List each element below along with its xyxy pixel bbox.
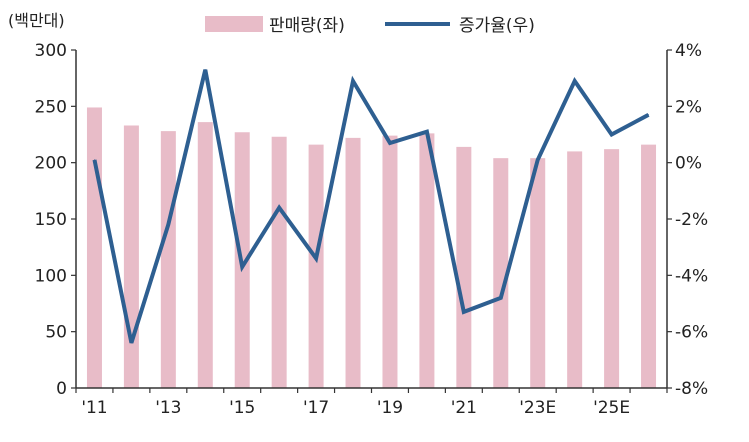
left-tick-label: 100 [35,266,67,286]
left-axis-tick-labels: 0 50 100 150 200 250 300 [35,41,67,399]
left-axis-unit-label: (백만대) [8,11,65,30]
left-tick-label: 0 [56,379,67,399]
right-tick-label: 2% [675,97,702,117]
right-axis-tick-labels: -8% -6% -4% -2% 0% 2% 4% [675,41,708,399]
x-axis-tick-labels: '11 '13 '15 '17 '19 '21 '23E '25E [81,398,630,418]
growth-point-2014 [204,69,206,71]
growth-point-2011 [93,159,95,161]
bar-series-sales [86,107,657,389]
axes [71,49,672,393]
right-tick-label: 4% [675,41,702,61]
x-tick-label: '17 [303,398,329,418]
right-tick-label: -4% [675,266,708,286]
bar-2018 [345,137,361,388]
growth-point-2024 [574,80,576,82]
growth-point-2015 [241,266,243,268]
bar-2021 [456,146,472,388]
legend-bar-swatch [205,16,263,32]
x-tick-label: '13 [155,398,181,418]
x-tick-label: '25E [593,398,630,418]
right-tick-label: 0% [675,154,702,174]
growth-point-2022 [500,297,502,299]
x-tick-label: '15 [229,398,255,418]
growth-point-2025 [611,134,613,135]
growth-line [92,69,650,344]
growth-point-2019 [389,142,391,144]
left-tick-label: 300 [35,41,67,61]
bar-2020 [419,133,435,388]
bar-2022 [493,158,509,388]
growth-point-2021 [463,311,465,313]
line-series-growth [92,69,650,344]
left-tick-label: 250 [35,97,67,117]
x-tick-label: '23E [519,398,556,418]
left-tick-label: 150 [35,210,67,230]
bar-2019 [382,135,398,388]
bar-2026 [641,144,657,388]
x-tick-label: '19 [377,398,403,418]
right-tick-label: -2% [675,210,708,230]
bar-2017 [308,144,324,388]
growth-point-2018 [352,80,354,82]
bar-2014 [197,122,213,389]
bar-2012 [123,125,139,388]
x-tick-label: '11 [81,398,107,418]
bar-2016 [271,136,287,388]
left-tick-label: 200 [35,154,67,174]
right-tick-label: -6% [675,323,708,343]
bar-2011 [86,107,102,389]
bar-2025 [604,149,620,388]
legend-bar-label: 판매량(좌) [269,16,345,36]
x-tick-label: '21 [451,398,477,418]
growth-point-2012 [130,342,132,344]
legend-line-label: 증가율(우) [459,16,535,36]
bar-2024 [567,151,583,388]
bar-2023 [530,158,546,388]
growth-point-2020 [426,131,428,133]
growth-point-2026 [648,114,650,116]
bar-2013 [160,131,176,388]
growth-point-2023 [537,159,539,161]
growth-point-2017 [315,257,317,259]
growth-point-2016 [278,207,280,209]
growth-point-2013 [167,224,169,226]
left-tick-label: 50 [45,323,67,343]
right-tick-label: -8% [675,379,708,399]
